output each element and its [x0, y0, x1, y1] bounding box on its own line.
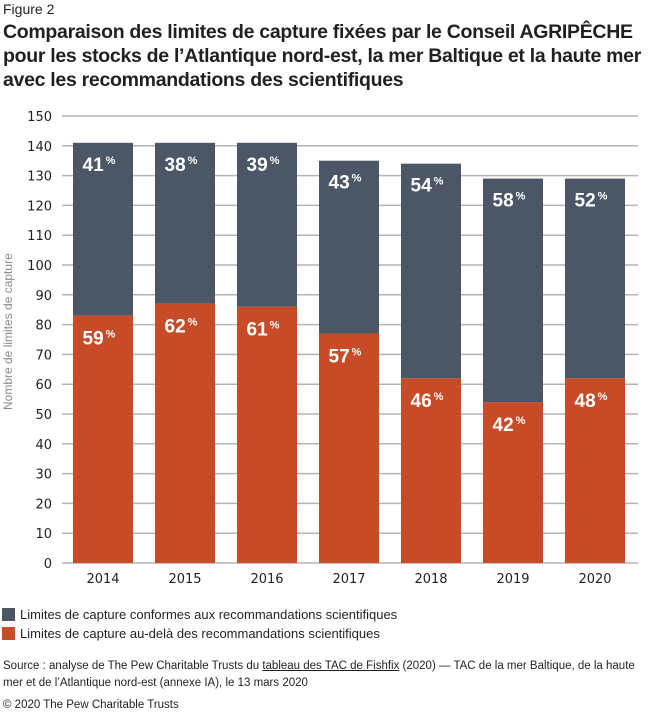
y-tick-label: 30 [35, 468, 52, 483]
legend-item-au-dela: Limites de capture au-delà des recommand… [2, 624, 397, 643]
bar-au-dela-2017 [319, 333, 379, 563]
bar-au-dela-2018 [401, 378, 461, 563]
y-tick-label: 50 [35, 408, 52, 423]
x-tick-labels: 2014 2015 2016 2017 2018 2019 2020 [86, 572, 611, 587]
source-link[interactable]: tableau des TAC de Fishfix [262, 660, 400, 672]
y-tick-label: 100 [27, 259, 52, 274]
y-tick-label: 0 [44, 557, 52, 572]
bar-au-dela-2016 [237, 306, 297, 563]
y-tick-label: 10 [35, 527, 52, 542]
bar-conformes-2017 [319, 160, 379, 334]
y-tick-label: 40 [35, 438, 52, 453]
x-tick-label-2016: 2016 [250, 572, 283, 587]
bar-conformes-2016 [237, 142, 297, 307]
chart-title: Comparaison des limites de capture fixée… [3, 21, 642, 91]
source-note: Source : analyse de The Pew Charitable T… [3, 658, 648, 692]
legend: Limites de capture conformes aux recomma… [2, 605, 397, 643]
bar-au-dela-2015 [155, 303, 215, 563]
legend-swatch-conformes [2, 608, 15, 621]
y-tick-label: 90 [35, 289, 52, 304]
bar-conformes-2018 [401, 163, 461, 379]
y-tick-label: 140 [27, 140, 52, 155]
x-tick-label-2017: 2017 [332, 572, 365, 587]
source-prefix: Source : analyse de The Pew Charitable T… [3, 660, 263, 672]
legend-label-au-dela: Limites de capture au-delà des recommand… [20, 626, 380, 641]
legend-item-conformes: Limites de capture conformes aux recomma… [2, 605, 397, 624]
x-tick-label-2015: 2015 [168, 572, 201, 587]
x-tick-label-2014: 2014 [86, 572, 119, 587]
legend-swatch-au-dela [2, 627, 15, 640]
y-tick-label: 20 [35, 497, 52, 512]
y-tick-labels: 0 10 20 30 40 50 60 70 80 90 100 110 120 130 140 150 [27, 110, 52, 572]
stacked-bar-chart: 0 10 20 30 40 50 60 70 80 90 100 110 120 130 140 150 41… [27, 110, 638, 587]
x-tick-label-2020: 2020 [578, 572, 611, 587]
bar-conformes-2020 [565, 178, 625, 379]
bar-conformes-2014 [73, 142, 133, 316]
y-tick-label: 110 [27, 229, 52, 244]
bar-au-dela-2020 [565, 378, 625, 563]
y-tick-label: 80 [35, 319, 52, 334]
legend-label-conformes: Limites de capture conformes aux recomma… [20, 607, 398, 622]
y-tick-label: 60 [35, 378, 52, 393]
x-tick-label-2019: 2019 [496, 572, 529, 587]
bar-conformes-2015 [155, 142, 215, 304]
figure-label: Figure 2 [3, 1, 55, 17]
source-suffix: (2020) — TAC de la mer Baltique, de la h… [3, 660, 635, 689]
y-axis-label: Nombre de limites de capture [1, 253, 15, 410]
bar-au-dela-2014 [73, 315, 133, 563]
x-tick-label-2018: 2018 [414, 572, 447, 587]
bars: 41 %59 %38 %62 %39 %61 %43 %57 %54 %46 %58 %42 %52 %4… [73, 142, 625, 563]
copyright: © 2020 The Pew Charitable Trusts [3, 699, 179, 711]
bar-conformes-2019 [483, 178, 543, 403]
y-tick-label: 150 [27, 110, 52, 125]
y-tick-label: 120 [27, 199, 52, 214]
bar-au-dela-2019 [483, 402, 543, 563]
y-tick-label: 70 [35, 348, 52, 363]
y-tick-label: 130 [27, 170, 52, 185]
